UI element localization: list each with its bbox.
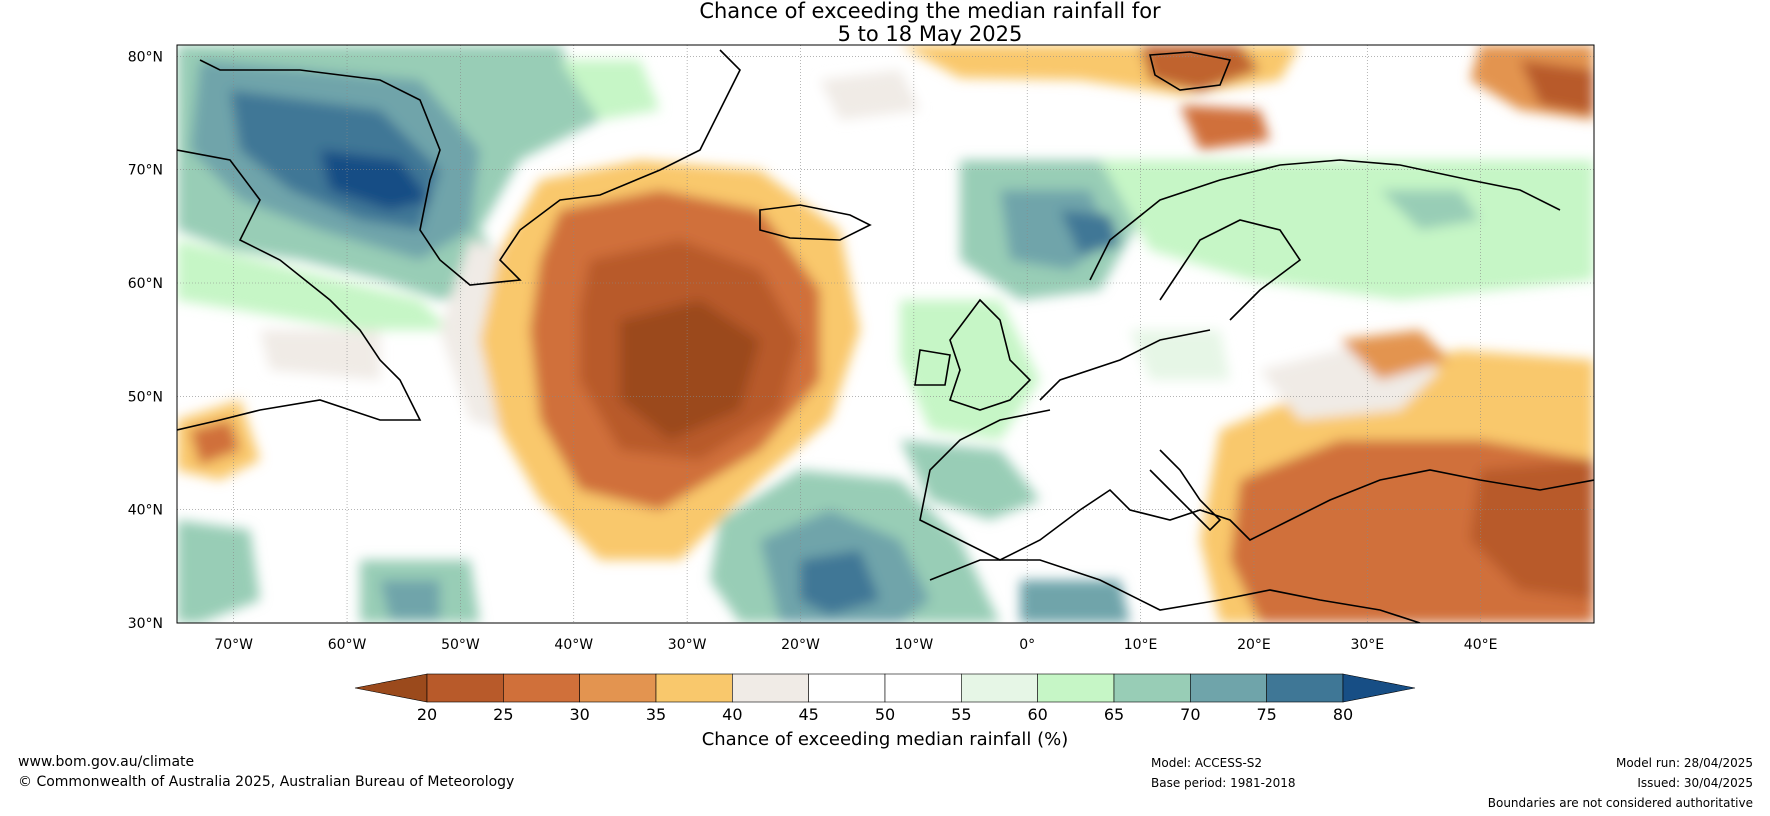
longitude-label: 20°W bbox=[781, 637, 820, 653]
colorbar-box bbox=[503, 673, 580, 703]
map-frame bbox=[176, 44, 1595, 624]
longitude-label: 20°E bbox=[1237, 637, 1271, 653]
colorbar-tick-label: 55 bbox=[951, 705, 971, 724]
coastline-greenland bbox=[199, 49, 741, 286]
colorbar-box bbox=[808, 673, 886, 703]
footer-issued: Issued: 30/04/2025 bbox=[1637, 776, 1753, 790]
colorbar-tick-label: 65 bbox=[1104, 705, 1124, 724]
colorbar-label: Chance of exceeding median rainfall (%) bbox=[702, 729, 1069, 750]
latitude-label: 30°N bbox=[128, 616, 163, 632]
coastline-europe bbox=[919, 329, 1594, 561]
latitude-label: 80°N bbox=[128, 49, 163, 65]
longitude-label: 10°E bbox=[1124, 637, 1158, 653]
colorbar-tick-label: 45 bbox=[798, 705, 818, 724]
colorbar-tick-label: 60 bbox=[1027, 705, 1047, 724]
longitude-label: 0° bbox=[1019, 637, 1035, 653]
longitude-label: 50°W bbox=[441, 637, 480, 653]
colorbar-box bbox=[579, 673, 657, 703]
colorbar-box bbox=[732, 673, 809, 703]
latitude-label: 70°N bbox=[128, 163, 163, 179]
longitude-label: 70°W bbox=[214, 637, 253, 653]
latitude-label: 60°N bbox=[128, 276, 163, 292]
coastline-britain bbox=[914, 298, 1032, 411]
gridlines bbox=[177, 45, 1594, 623]
footer-website: www.bom.gov.au/climate bbox=[18, 754, 195, 770]
colorbar-tick-label: 30 bbox=[569, 705, 589, 724]
chart-title: Chance of exceeding the median rainfall … bbox=[0, 0, 1770, 46]
title-line-2: 5 to 18 May 2025 bbox=[837, 22, 1023, 46]
footer-base-period: Base period: 1981-2018 bbox=[1151, 776, 1296, 790]
coastline-africa bbox=[929, 559, 1421, 623]
longitude-label: 60°W bbox=[328, 637, 367, 653]
colorbar-tick-label: 70 bbox=[1180, 705, 1200, 724]
longitude-label: 40°W bbox=[554, 637, 593, 653]
colorbar-tick-label: 75 bbox=[1256, 705, 1276, 724]
longitude-label: 30°E bbox=[1350, 637, 1384, 653]
colorbar-tick-label: 80 bbox=[1333, 705, 1353, 724]
colorbar-tick-label: 20 bbox=[417, 705, 437, 724]
latitude-labels: 80°N 70°N 60°N 50°N 40°N 30°N bbox=[128, 49, 163, 632]
longitude-label: 30°W bbox=[668, 637, 707, 653]
longitude-labels: 70°W 60°W 50°W 40°W 30°W 20°W 10°W 0° 10°E 20°E 30… bbox=[214, 637, 1497, 653]
colorbar-box bbox=[426, 673, 504, 703]
colorbar-box bbox=[961, 673, 1038, 703]
coastline-iceland bbox=[759, 204, 872, 241]
colorbar-extend-high bbox=[1342, 673, 1416, 703]
coastline-scandinavia bbox=[1089, 159, 1561, 321]
colorbar-box bbox=[1266, 673, 1344, 703]
colorbar-box bbox=[1190, 673, 1267, 703]
footer-model: Model: ACCESS-S2 bbox=[1151, 756, 1263, 770]
colorbar-tick-label: 25 bbox=[493, 705, 513, 724]
longitude-label: 40°E bbox=[1464, 637, 1498, 653]
footer-disclaimer: Boundaries are not considered authoritat… bbox=[1487, 796, 1753, 810]
colorbar-tick-label: 35 bbox=[646, 705, 666, 724]
longitude-label: 10°W bbox=[895, 637, 934, 653]
colorbar-box bbox=[884, 673, 962, 703]
coastlines bbox=[177, 49, 1594, 623]
footer-copyright: © Commonwealth of Australia 2025, Austra… bbox=[18, 774, 515, 790]
coastline-italy bbox=[1149, 449, 1222, 532]
colorbar-box bbox=[655, 673, 733, 703]
colorbar-extend-low bbox=[354, 673, 428, 703]
colorbar-tick-label: 40 bbox=[722, 705, 742, 724]
colorbar-box bbox=[1037, 673, 1115, 703]
colorbar: 20 25 30 35 40 45 50 55 60 65 70 75 80 bbox=[354, 673, 1416, 724]
latitude-label: 50°N bbox=[128, 389, 163, 405]
coastline-canada bbox=[177, 149, 422, 431]
latitude-label: 40°N bbox=[128, 503, 163, 519]
coastline-svalbard bbox=[1148, 51, 1232, 91]
colorbar-box bbox=[1113, 673, 1191, 703]
colorbar-tick-label: 50 bbox=[875, 705, 895, 724]
title-line-1: Chance of exceeding the median rainfall … bbox=[699, 0, 1161, 23]
rainfall-shading bbox=[177, 45, 1594, 623]
footer-model-run: Model run: 28/04/2025 bbox=[1615, 756, 1753, 770]
